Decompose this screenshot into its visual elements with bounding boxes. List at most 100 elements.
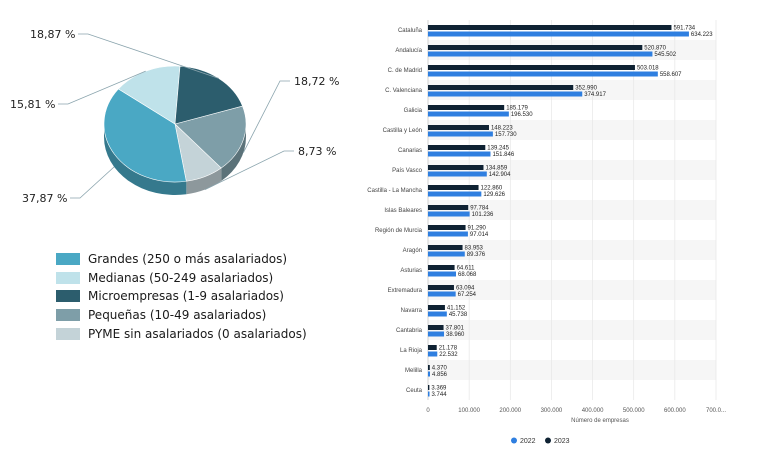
pie-leader-line xyxy=(78,33,219,79)
row-band xyxy=(428,120,716,140)
pie-slice-side xyxy=(221,124,246,182)
data-label-2023: 185.179 xyxy=(506,106,528,112)
x-tick-label: 0 xyxy=(426,408,430,414)
legend-label[interactable]: 2023 xyxy=(554,438,570,445)
legend-label[interactable]: 2022 xyxy=(520,438,536,445)
pie-leader-line xyxy=(70,166,115,199)
category-label: Aragón xyxy=(403,248,422,254)
category-label: Navarra xyxy=(401,308,423,314)
data-label-2022: 142.904 xyxy=(489,172,511,178)
data-label-2023: 352.990 xyxy=(575,86,597,92)
pie-slice xyxy=(174,105,247,169)
bar-2023 xyxy=(428,65,635,70)
data-label-2022: 4.856 xyxy=(432,372,448,378)
pie-legend-swatch xyxy=(56,309,80,322)
data-label-2023: 21.178 xyxy=(439,346,458,352)
data-label-2023: 520.870 xyxy=(644,46,666,52)
legend-marker xyxy=(511,437,517,444)
bar-2022 xyxy=(428,291,456,297)
bar-2022 xyxy=(428,391,430,397)
pie-legend-label: Medianas (50-249 asalariados) xyxy=(88,270,274,285)
x-tick-label: 500.000 xyxy=(623,408,645,414)
bar-2023 xyxy=(428,265,455,270)
data-label-2022: 68.068 xyxy=(458,272,477,278)
pie-slice xyxy=(103,88,187,183)
pie-legend-swatch xyxy=(56,253,80,266)
data-label-2022: 374.917 xyxy=(584,92,606,98)
data-label-2023: 91.290 xyxy=(468,226,487,232)
bar-2022 xyxy=(428,191,482,197)
bar-2022 xyxy=(428,151,491,157)
x-tick-label: 200.000 xyxy=(499,408,521,414)
bar-2022 xyxy=(428,111,509,117)
bar-2023 xyxy=(428,125,489,130)
data-label-2023: 3.369 xyxy=(431,386,447,392)
bar-2022 xyxy=(428,231,468,237)
pie-slice-side xyxy=(186,168,222,195)
pie-legend-swatch xyxy=(56,271,80,284)
data-label-2023: 139.245 xyxy=(487,146,509,152)
bar-2022 xyxy=(428,351,438,357)
data-label-2023: 134.859 xyxy=(485,166,507,172)
pie-legend-item: Medianas (50-249 asalariados) xyxy=(56,269,307,288)
data-label-2023: 83.953 xyxy=(465,246,484,252)
x-tick-label: 700.0... xyxy=(706,408,726,414)
data-label-2022: 634.223 xyxy=(691,32,713,38)
bar-2022 xyxy=(428,171,487,177)
bar-2023 xyxy=(428,85,574,90)
pie-slice-label: 18,87 % xyxy=(30,28,75,41)
bar-2023 xyxy=(428,325,444,330)
bar-2023 xyxy=(428,285,454,290)
pie-legend-item: Pequeñas (10-49 asalariados) xyxy=(56,306,307,325)
pie-leader-line xyxy=(242,80,290,153)
pie-leader-line xyxy=(58,70,146,105)
legend-marker xyxy=(545,437,551,444)
bar-2023 xyxy=(428,105,505,110)
category-label: Ceuta xyxy=(406,388,423,394)
row-band xyxy=(428,240,716,260)
data-label-2022: 129.626 xyxy=(483,192,505,198)
data-label-2023: 122.860 xyxy=(481,186,503,192)
category-label: Andalucía xyxy=(395,48,422,54)
data-label-2022: 89.376 xyxy=(467,252,486,258)
pie-legend-label: Microempresas (1-9 asalariados) xyxy=(88,289,284,304)
category-label: Galicia xyxy=(404,108,423,114)
category-label: País Vasco xyxy=(392,168,423,174)
bar-2023 xyxy=(428,165,484,170)
data-label-2022: 196.530 xyxy=(511,112,533,118)
bar-2023 xyxy=(428,245,463,250)
data-label-2023: 503.018 xyxy=(637,66,659,72)
pie-slice-label: 37,87 % xyxy=(22,192,67,205)
category-label: La Rioja xyxy=(400,348,423,354)
pie-slice xyxy=(117,65,181,125)
x-axis-label: Número de empresas xyxy=(571,418,629,424)
row-band xyxy=(428,360,716,380)
category-label: Castilla - La Mancha xyxy=(367,188,422,194)
data-label-2022: 97.014 xyxy=(470,232,489,238)
data-label-2023: 4.370 xyxy=(432,366,448,372)
category-label: Extremadura xyxy=(388,288,423,294)
pie-legend-item: Grandes (250 o más asalariados) xyxy=(56,250,307,269)
data-label-2023: 63.094 xyxy=(456,286,475,292)
data-label-2022: 101.236 xyxy=(472,212,494,218)
category-label: Cantabria xyxy=(396,328,423,334)
bar-2022 xyxy=(428,251,465,257)
pie-legend-label: PYME sin asalariados (0 asalariados) xyxy=(88,326,307,341)
category-label: Islas Baleares xyxy=(384,208,422,214)
data-label-2023: 64.611 xyxy=(457,266,476,272)
data-label-2022: 67.254 xyxy=(458,292,477,298)
category-label: Región de Murcia xyxy=(375,228,423,234)
pie-legend: Grandes (250 o más asalariados) Medianas … xyxy=(56,250,307,343)
category-label: Castilla y León xyxy=(383,128,422,134)
bar-2023 xyxy=(428,185,479,190)
data-label-2023: 41.152 xyxy=(447,306,466,312)
bar-2022 xyxy=(428,131,493,137)
pie-slice-label: 15,81 % xyxy=(10,98,55,111)
bar-2023 xyxy=(428,345,437,350)
pie-leader-line xyxy=(204,150,294,190)
bar-2022 xyxy=(428,311,447,317)
pie-legend-label: Pequeñas (10-49 asalariados) xyxy=(88,308,267,323)
row-band xyxy=(428,280,716,300)
bar-2022 xyxy=(428,211,470,217)
